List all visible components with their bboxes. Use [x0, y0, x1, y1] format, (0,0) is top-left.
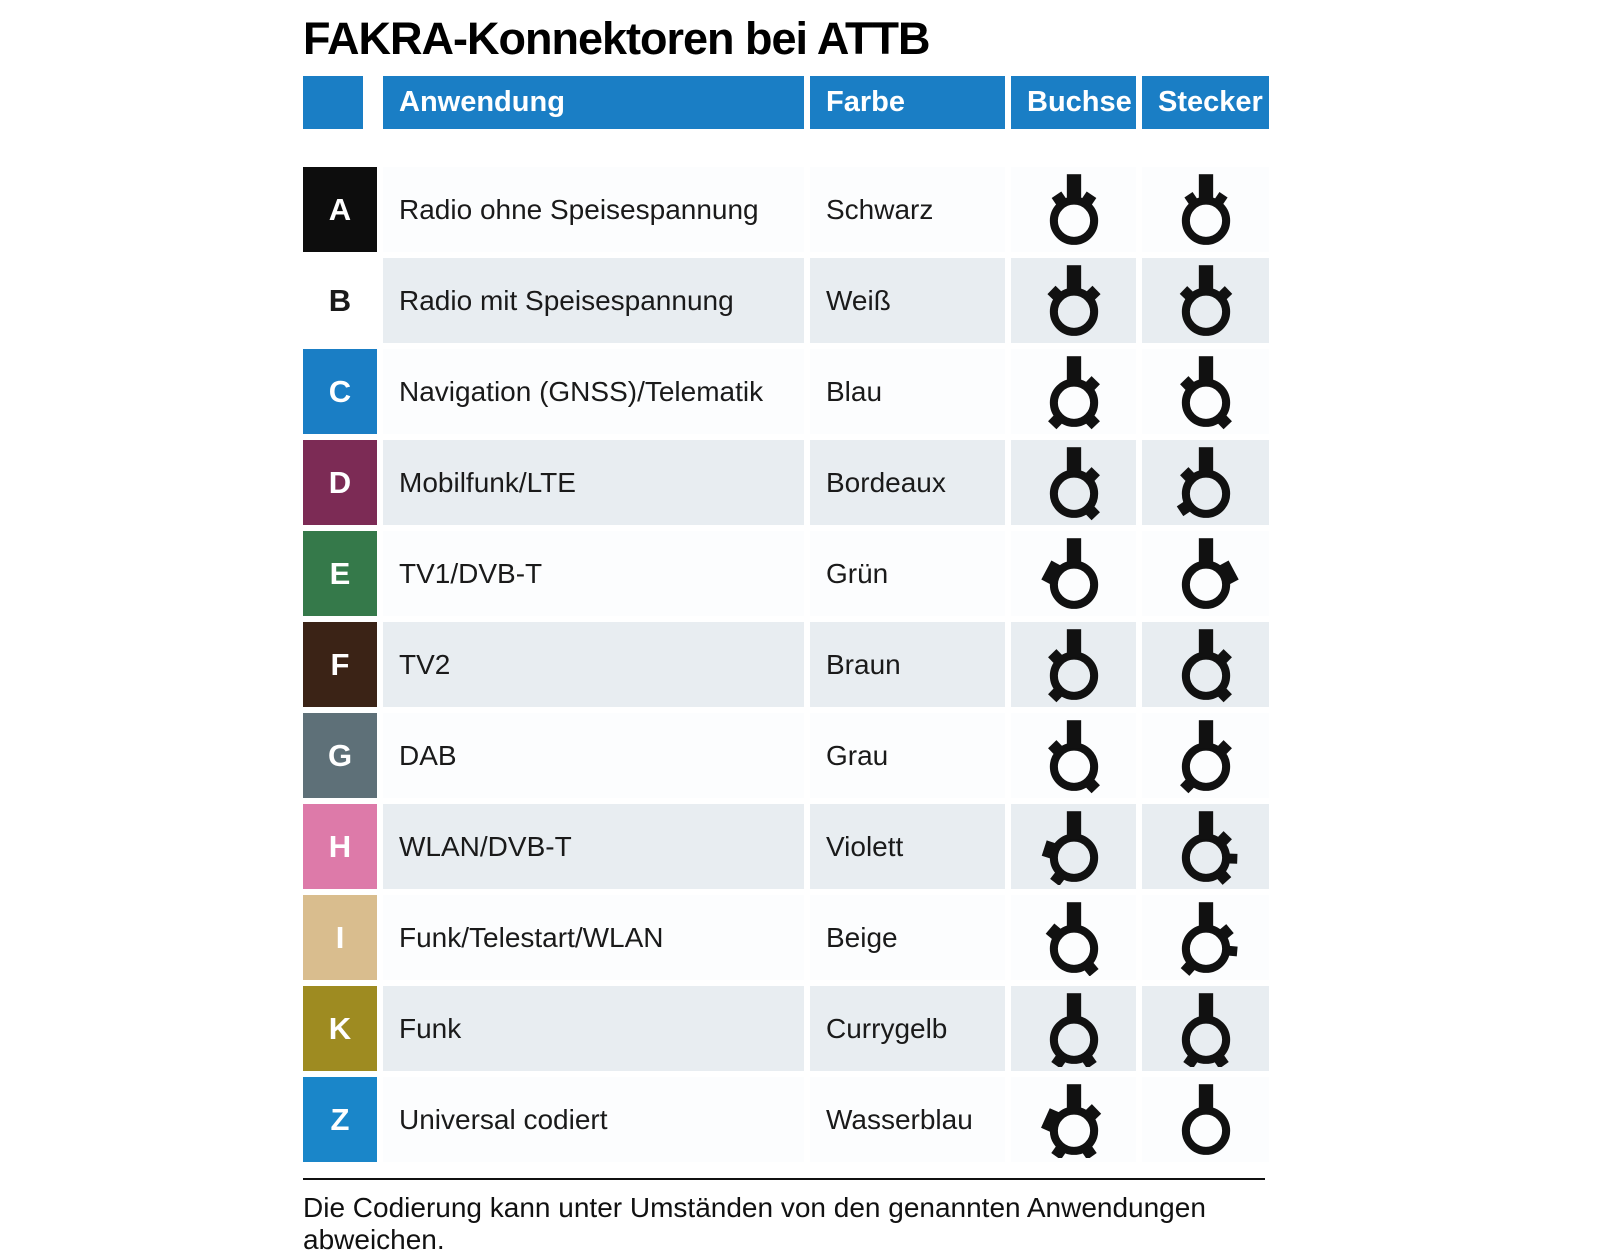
code-cell: K	[303, 986, 377, 1071]
buchse-cell	[1011, 713, 1136, 798]
code-cell: Z	[303, 1077, 377, 1162]
fakra-stecker-icon	[1172, 627, 1240, 703]
fakra-stecker-icon	[1172, 991, 1240, 1067]
fakra-stecker-icon	[1172, 536, 1240, 612]
stecker-cell	[1142, 895, 1269, 980]
fakra-buchse-icon	[1040, 991, 1108, 1067]
anwendung-cell: WLAN/DVB-T	[383, 804, 804, 889]
fakra-buchse-icon	[1040, 1082, 1108, 1158]
stecker-cell	[1142, 349, 1269, 434]
farbe-cell: Schwarz	[810, 167, 1005, 252]
stecker-cell	[1142, 713, 1269, 798]
fakra-stecker-icon	[1172, 718, 1240, 794]
fakra-buchse-icon	[1040, 900, 1108, 976]
fakra-buchse-icon	[1040, 627, 1108, 703]
buchse-cell	[1011, 349, 1136, 434]
header-buchse: Buchse	[1011, 76, 1136, 129]
stecker-cell	[1142, 167, 1269, 252]
fakra-buchse-icon	[1040, 718, 1108, 794]
anwendung-cell: Navigation (GNSS)/Telematik	[383, 349, 804, 434]
stecker-cell	[1142, 622, 1269, 707]
stecker-cell	[1142, 531, 1269, 616]
anwendung-cell: DAB	[383, 713, 804, 798]
code-cell: A	[303, 167, 377, 252]
farbe-cell: Bordeaux	[810, 440, 1005, 525]
farbe-cell: Wasserblau	[810, 1077, 1005, 1162]
code-cell: G	[303, 713, 377, 798]
stecker-cell	[1142, 440, 1269, 525]
anwendung-cell: Radio mit Speisespannung	[383, 258, 804, 343]
code-cell: I	[303, 895, 377, 980]
anwendung-cell: TV1/DVB-T	[383, 531, 804, 616]
fakra-stecker-icon	[1172, 172, 1240, 248]
anwendung-cell: Mobilfunk/LTE	[383, 440, 804, 525]
fakra-stecker-icon	[1172, 445, 1240, 521]
fakra-buchse-icon	[1040, 263, 1108, 339]
buchse-cell	[1011, 622, 1136, 707]
farbe-cell: Beige	[810, 895, 1005, 980]
fakra-buchse-icon	[1040, 809, 1108, 885]
infographic: FAKRA-Konnektoren bei ATTB Anwendung Far…	[303, 0, 1269, 1256]
anwendung-cell: Funk	[383, 986, 804, 1071]
header-stecker: Stecker	[1142, 76, 1269, 129]
header-farbe: Farbe	[810, 76, 1005, 129]
code-cell: F	[303, 622, 377, 707]
buchse-cell	[1011, 895, 1136, 980]
buchse-cell	[1011, 258, 1136, 343]
farbe-cell: Grau	[810, 713, 1005, 798]
code-cell: H	[303, 804, 377, 889]
buchse-cell	[1011, 531, 1136, 616]
buchse-cell	[1011, 986, 1136, 1071]
stecker-cell	[1142, 986, 1269, 1071]
fakra-stecker-icon	[1172, 809, 1240, 885]
code-cell: E	[303, 531, 377, 616]
buchse-cell	[1011, 440, 1136, 525]
fakra-table: Anwendung Farbe Buchse Stecker A Radio o…	[303, 76, 1269, 1162]
fakra-buchse-icon	[1040, 536, 1108, 612]
stecker-cell	[1142, 804, 1269, 889]
farbe-cell: Weiß	[810, 258, 1005, 343]
header-corner-cell	[303, 76, 363, 129]
code-cell: C	[303, 349, 377, 434]
anwendung-cell: TV2	[383, 622, 804, 707]
fakra-stecker-icon	[1172, 263, 1240, 339]
farbe-cell: Grün	[810, 531, 1005, 616]
farbe-cell: Braun	[810, 622, 1005, 707]
anwendung-cell: Universal codiert	[383, 1077, 804, 1162]
anwendung-cell: Radio ohne Speisespannung	[383, 167, 804, 252]
stecker-cell	[1142, 258, 1269, 343]
buchse-cell	[1011, 804, 1136, 889]
code-cell: B	[303, 258, 377, 343]
buchse-cell	[1011, 1077, 1136, 1162]
fakra-buchse-icon	[1040, 172, 1108, 248]
farbe-cell: Blau	[810, 349, 1005, 434]
page-title: FAKRA-Konnektoren bei ATTB	[303, 13, 930, 64]
buchse-cell	[1011, 167, 1136, 252]
fakra-buchse-icon	[1040, 445, 1108, 521]
code-cell: D	[303, 440, 377, 525]
farbe-cell: Currygelb	[810, 986, 1005, 1071]
header-anwendung: Anwendung	[383, 76, 804, 129]
farbe-cell: Violett	[810, 804, 1005, 889]
stecker-cell	[1142, 1077, 1269, 1162]
fakra-stecker-icon	[1172, 354, 1240, 430]
fakra-stecker-icon	[1172, 1082, 1240, 1158]
footnote: Die Codierung kann unter Umständen von d…	[303, 1178, 1265, 1256]
anwendung-cell: Funk/Telestart/WLAN	[383, 895, 804, 980]
fakra-buchse-icon	[1040, 354, 1108, 430]
fakra-stecker-icon	[1172, 900, 1240, 976]
